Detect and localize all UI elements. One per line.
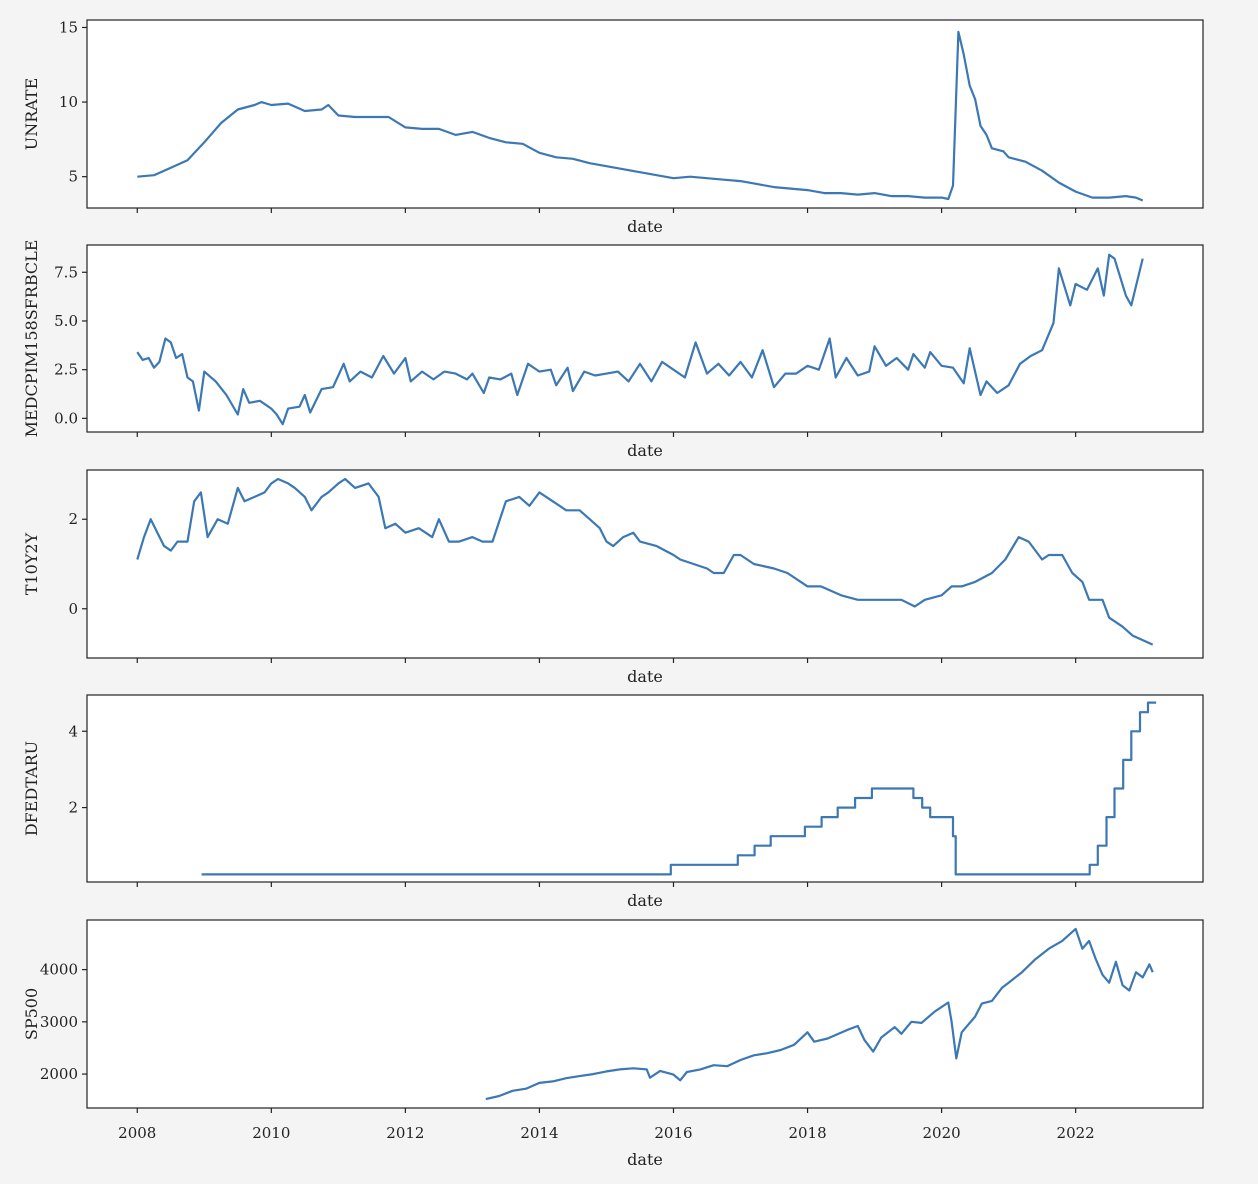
y-tick-label: 4000 xyxy=(40,961,78,979)
y-tick-label: 5.0 xyxy=(54,312,78,330)
plot-area xyxy=(86,919,1204,1109)
y-tick-label: 0.0 xyxy=(54,409,78,427)
x-axis-label: date xyxy=(627,441,663,460)
subplot-5: 2000 3000 4000 2008 2010 2012 2014 2016 2018 2020… xyxy=(22,919,1204,1169)
y-tick-label: 0 xyxy=(68,600,78,618)
y-tick-label: 2000 xyxy=(40,1065,78,1083)
y-tick-label: 2 xyxy=(68,799,78,817)
subplot-4: 2 4 date DFEDTARU xyxy=(22,694,1204,910)
x-tick-label: 2010 xyxy=(252,1124,290,1142)
y-tick-label: 2 xyxy=(68,510,78,528)
x-tick-label: 2008 xyxy=(118,1124,156,1142)
y-tick-label: 15 xyxy=(59,18,78,36)
series-line-medcpim158sfrbcle xyxy=(136,253,1144,426)
x-axis-label: date xyxy=(627,667,663,686)
plot-area xyxy=(86,694,1204,883)
series-line-dfedtaru xyxy=(201,701,1157,876)
subplot-3: 0 2 date T10Y2Y xyxy=(22,469,1204,686)
y-axis-label: DFEDTARU xyxy=(22,741,41,836)
y-axis-label: SP500 xyxy=(22,988,41,1040)
series-line-t10y2y xyxy=(136,477,1154,646)
plot-area xyxy=(86,19,1204,209)
x-tick-label: 2012 xyxy=(386,1124,424,1142)
y-axis-label: T10Y2Y xyxy=(22,532,41,595)
y-tick-label: 7.5 xyxy=(54,263,78,281)
y-tick-label: 5 xyxy=(68,168,78,186)
plot-area xyxy=(86,244,1204,433)
x-tick-label: 2016 xyxy=(654,1124,692,1142)
plot-area xyxy=(86,469,1204,659)
y-tick-label: 4 xyxy=(68,722,78,740)
subplot-1: 5 10 15 date UNRATE xyxy=(22,18,1204,236)
x-axis-label: date xyxy=(627,1150,663,1169)
series-line-sp500 xyxy=(485,927,1154,1101)
x-tick-label: 2018 xyxy=(788,1124,826,1142)
x-tick-label: 2014 xyxy=(520,1124,558,1142)
x-tick-label: 2020 xyxy=(923,1124,961,1142)
x-tick-label: 2022 xyxy=(1057,1124,1095,1142)
x-axis-label: date xyxy=(627,217,663,236)
x-axis-label: date xyxy=(627,891,663,910)
series-line-unrate xyxy=(137,30,1144,202)
subplot-2: 0.0 2.5 5.0 7.5 date MEDCPIM158SFRBCLE xyxy=(22,240,1204,460)
y-axis-label: MEDCPIM158SFRBCLE xyxy=(22,240,41,438)
y-tick-label: 2.5 xyxy=(54,361,78,379)
y-tick-label: 10 xyxy=(59,93,78,111)
y-tick-label: 3000 xyxy=(40,1013,78,1031)
y-axis-label: UNRATE xyxy=(22,78,41,151)
